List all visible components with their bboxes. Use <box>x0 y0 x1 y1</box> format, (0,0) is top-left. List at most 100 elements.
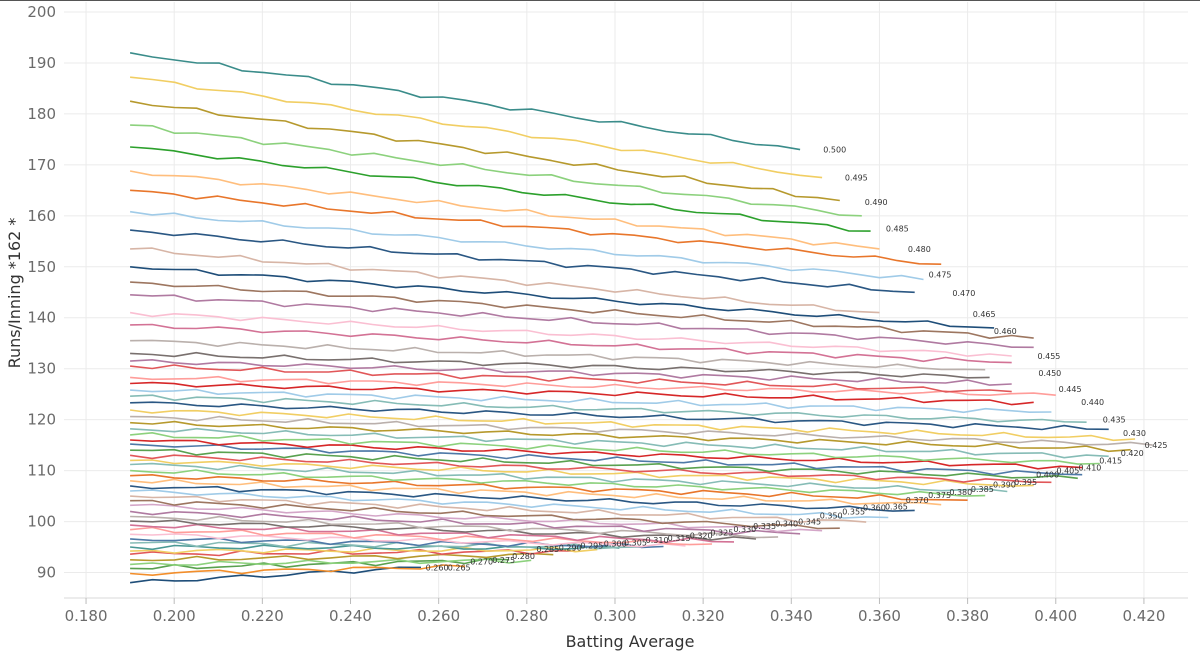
line-label-0.355: 0.355 <box>842 507 865 516</box>
series-line-0.355 <box>130 489 889 519</box>
x-tick-label: 0.260 <box>417 607 460 625</box>
series-line-0.440 <box>130 394 1087 423</box>
series-line-0.470 <box>130 351 990 379</box>
series-line-0.405 <box>130 439 1083 470</box>
y-tick-label: 160 <box>27 207 56 225</box>
x-tick-label: 0.380 <box>946 607 989 625</box>
series-line-0.360 <box>130 485 915 512</box>
series-line-0.510 <box>130 229 915 294</box>
line-label-0.295: 0.295 <box>580 542 603 551</box>
series-line-0.490 <box>130 294 1034 349</box>
line-label-0.440: 0.440 <box>1081 398 1104 407</box>
line-label-0.410: 0.410 <box>1078 464 1101 473</box>
y-tick-label: 110 <box>27 462 56 480</box>
line-label-0.265: 0.265 <box>448 563 471 572</box>
line-label-0.425: 0.425 <box>1145 441 1168 450</box>
series-line-0.485 <box>129 311 1012 357</box>
series-line-0.505 <box>130 247 880 314</box>
x-tick-label: 0.280 <box>505 607 548 625</box>
line-label-0.405: 0.405 <box>1056 467 1079 476</box>
x-tick-label: 0.300 <box>594 607 637 625</box>
line-label-0.485: 0.485 <box>886 225 909 234</box>
series-line-0.380 <box>130 462 1008 493</box>
line-label-0.360: 0.360 <box>863 503 886 512</box>
line-label-0.325: 0.325 <box>710 528 733 537</box>
line-label-0.280: 0.280 <box>512 552 535 561</box>
series-line-0.370 <box>130 473 968 501</box>
series-line-0.320 <box>130 523 735 544</box>
top-border <box>0 0 1200 1</box>
series-line-0.495 <box>130 281 1034 340</box>
series-line-0.535 <box>130 124 862 217</box>
line-label-0.415: 0.415 <box>1099 456 1122 465</box>
series-line-0.365 <box>130 478 942 506</box>
line-label-0.375: 0.375 <box>928 491 951 500</box>
y-tick-label: 150 <box>27 258 56 276</box>
y-axis-ticks: 200 190 180 170 160 150 140 130 120 110 100 90 <box>27 3 56 582</box>
line-label-0.275: 0.275 <box>492 556 515 565</box>
series-line-0.375 <box>130 469 986 497</box>
series-line-0.550 <box>129 52 801 151</box>
line-label-0.480: 0.480 <box>908 245 931 254</box>
x-tick-label: 0.360 <box>858 607 901 625</box>
line-label-0.385: 0.385 <box>971 485 994 494</box>
series-line-0.445 <box>130 388 1052 414</box>
series-line-0.460 <box>130 364 1012 393</box>
y-tick-label: 190 <box>27 54 56 72</box>
line-label-0.340: 0.340 <box>775 520 798 529</box>
gridlines <box>64 2 1188 598</box>
series-line-0.295 <box>130 544 620 551</box>
series-line-0.330 <box>130 515 779 539</box>
line-label-0.310: 0.310 <box>646 536 669 545</box>
series-line-0.515 <box>129 210 924 281</box>
series-line-0.540 <box>129 100 840 202</box>
line-label-0.305: 0.305 <box>624 538 647 547</box>
line-label-0.345: 0.345 <box>798 518 821 527</box>
line-label-0.490: 0.490 <box>865 198 888 207</box>
series-line-0.390 <box>129 454 1052 484</box>
line-label-0.430: 0.430 <box>1123 429 1146 438</box>
series-line-0.315 <box>130 526 713 546</box>
series-line-0.340 <box>130 503 823 533</box>
y-tick-label: 180 <box>27 105 56 123</box>
line-label-0.260: 0.260 <box>426 563 449 572</box>
line-label-0.330: 0.330 <box>733 525 756 534</box>
x-tick-label: 0.400 <box>1034 607 1077 625</box>
x-tick-label: 0.180 <box>65 607 108 625</box>
line-label-0.290: 0.290 <box>559 544 582 553</box>
line-label-0.495: 0.495 <box>845 174 868 183</box>
x-tick-label: 0.220 <box>241 607 284 625</box>
series-line-0.475 <box>130 339 986 371</box>
series-line-0.400 <box>130 443 1083 476</box>
series-line-0.260 <box>129 566 422 584</box>
series-line-0.290 <box>130 546 598 554</box>
line-label-0.335: 0.335 <box>753 522 776 531</box>
series-line-0.395 <box>130 448 1078 480</box>
x-tick-label: 0.240 <box>329 607 372 625</box>
y-tick-label: 120 <box>27 411 56 429</box>
series-line-0.420 <box>130 420 1131 453</box>
series-line-0.520 <box>130 189 942 265</box>
line-label-0.450: 0.450 <box>1038 369 1061 378</box>
series-line-0.310 <box>130 533 686 548</box>
y-tick-label: 100 <box>27 513 56 531</box>
line-label-0.350: 0.350 <box>820 511 843 520</box>
line-label-0.475: 0.475 <box>929 270 952 279</box>
series-line-0.500 <box>130 266 995 329</box>
y-tick-label: 170 <box>27 156 56 174</box>
x-tick-label: 0.420 <box>1122 607 1165 625</box>
series-line-0.465 <box>130 358 1012 386</box>
x-tick-label: 0.320 <box>682 607 725 625</box>
line-label-0.315: 0.315 <box>668 534 691 543</box>
x-axis-ticks: 0.180 0.200 0.220 0.240 0.260 0.280 0.300 0.320… <box>64 597 1188 625</box>
y-tick-label: 200 <box>27 3 56 21</box>
series-line-0.455 <box>130 375 1056 397</box>
line-label-0.500: 0.500 <box>823 146 846 155</box>
series-line-0.545 <box>130 76 823 179</box>
line-label-0.435: 0.435 <box>1103 416 1126 425</box>
series-line-0.450 <box>130 381 1034 406</box>
series-group <box>129 52 1153 584</box>
line-label-0.445: 0.445 <box>1059 385 1082 394</box>
y-tick-label: 130 <box>27 360 56 378</box>
